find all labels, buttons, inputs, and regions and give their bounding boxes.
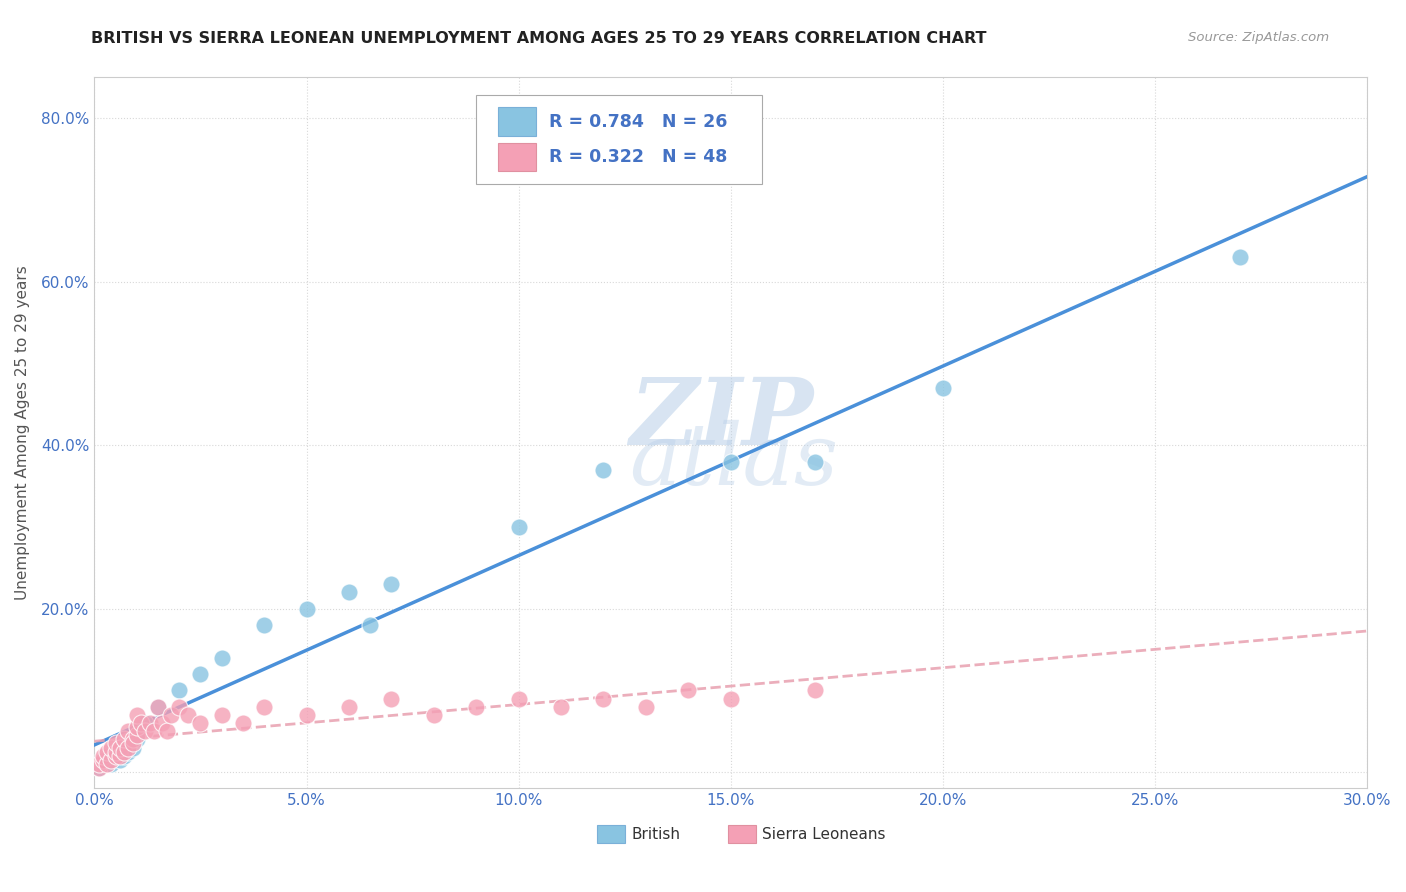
Point <box>508 691 530 706</box>
Point <box>634 699 657 714</box>
Point <box>169 699 191 714</box>
Point <box>104 748 127 763</box>
Point <box>108 748 131 763</box>
Point <box>1229 250 1251 264</box>
Point <box>112 732 135 747</box>
Point <box>169 683 191 698</box>
Point <box>190 716 212 731</box>
Point <box>134 724 156 739</box>
Point <box>121 732 143 747</box>
Point <box>134 716 156 731</box>
Point <box>96 756 118 771</box>
Text: Sierra Leoneans: Sierra Leoneans <box>762 827 886 842</box>
FancyBboxPatch shape <box>598 825 626 843</box>
Point <box>359 618 381 632</box>
Text: R = 0.784   N = 26: R = 0.784 N = 26 <box>548 112 727 130</box>
Text: R = 0.322   N = 48: R = 0.322 N = 48 <box>548 148 727 166</box>
Text: Source: ZipAtlas.com: Source: ZipAtlas.com <box>1188 31 1329 45</box>
Point <box>150 716 173 731</box>
Point <box>142 724 165 739</box>
Y-axis label: Unemployment Among Ages 25 to 29 years: Unemployment Among Ages 25 to 29 years <box>15 266 30 600</box>
Point <box>804 683 827 698</box>
Point <box>592 691 614 706</box>
Point <box>337 585 360 599</box>
Point <box>550 699 572 714</box>
Point <box>108 740 131 755</box>
Point <box>112 745 135 759</box>
Text: atlas: atlas <box>628 420 838 503</box>
Point <box>720 691 742 706</box>
Point <box>804 454 827 468</box>
Point <box>146 699 169 714</box>
Point <box>87 756 110 771</box>
Text: British: British <box>631 827 681 842</box>
Text: BRITISH VS SIERRA LEONEAN UNEMPLOYMENT AMONG AGES 25 TO 29 YEARS CORRELATION CHA: BRITISH VS SIERRA LEONEAN UNEMPLOYMENT A… <box>91 31 987 46</box>
Point <box>253 618 276 632</box>
Point <box>211 650 233 665</box>
Point <box>138 716 160 731</box>
Point <box>104 748 127 763</box>
Point <box>125 720 148 734</box>
Point <box>91 748 114 763</box>
Point <box>380 577 402 591</box>
Point <box>100 740 122 755</box>
Point <box>96 745 118 759</box>
Point <box>295 707 318 722</box>
Point <box>117 724 139 739</box>
Point <box>422 707 444 722</box>
Point <box>253 699 276 714</box>
Point <box>380 691 402 706</box>
Point <box>337 699 360 714</box>
Point <box>155 724 177 739</box>
FancyBboxPatch shape <box>477 95 762 184</box>
FancyBboxPatch shape <box>498 107 536 136</box>
Point <box>146 699 169 714</box>
Point <box>211 707 233 722</box>
Point <box>96 753 118 767</box>
Point <box>295 601 318 615</box>
Text: ZIP: ZIP <box>628 374 813 464</box>
Point <box>112 748 135 763</box>
Point <box>125 707 148 722</box>
Point <box>117 745 139 759</box>
Point <box>108 753 131 767</box>
Point <box>190 667 212 681</box>
Point <box>91 756 114 771</box>
Point <box>87 761 110 775</box>
Point <box>129 716 152 731</box>
Point <box>121 737 143 751</box>
Point <box>125 732 148 747</box>
Point <box>465 699 488 714</box>
Point <box>508 520 530 534</box>
Point <box>87 761 110 775</box>
Point <box>159 707 181 722</box>
Point <box>121 740 143 755</box>
Point <box>592 463 614 477</box>
Point <box>117 740 139 755</box>
Point <box>100 756 122 771</box>
Point <box>125 728 148 742</box>
Point <box>676 683 699 698</box>
Point <box>720 454 742 468</box>
Point <box>931 381 953 395</box>
FancyBboxPatch shape <box>728 825 756 843</box>
Point <box>104 745 127 759</box>
Point <box>104 737 127 751</box>
Point <box>177 707 200 722</box>
Point <box>100 753 122 767</box>
FancyBboxPatch shape <box>498 143 536 171</box>
Point <box>91 753 114 767</box>
Point <box>232 716 254 731</box>
